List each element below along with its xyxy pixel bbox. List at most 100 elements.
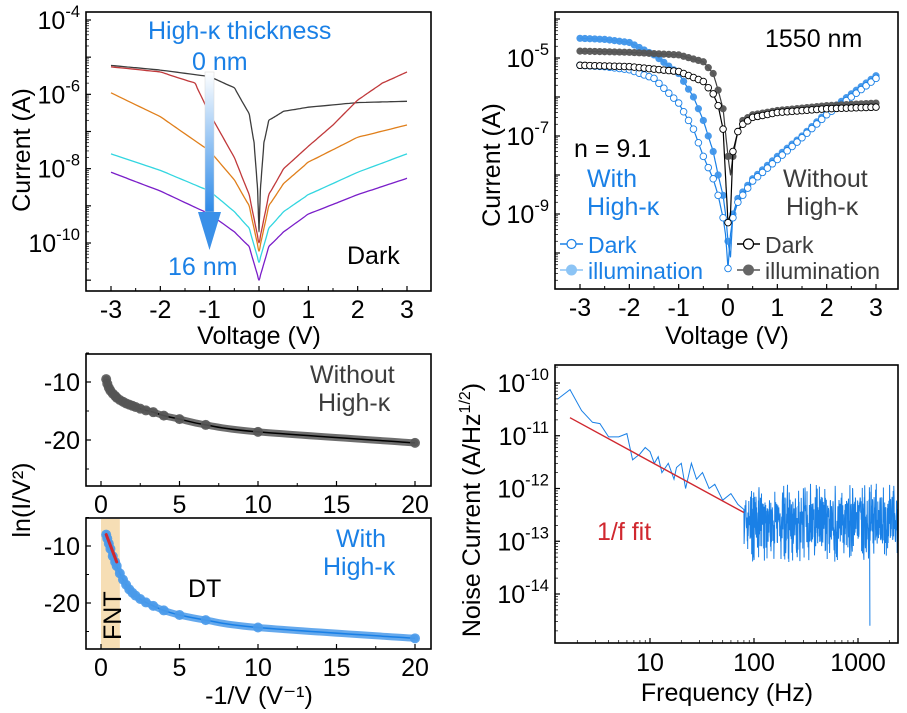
data-point	[808, 124, 816, 133]
with-label-1: With	[336, 525, 386, 553]
ideality-label: n = 9.1	[574, 135, 651, 163]
data-point	[709, 147, 717, 156]
data-point	[724, 152, 732, 160]
data-point	[253, 622, 263, 633]
data-point	[148, 407, 159, 418]
panel-e-noise: 10 100 1000 10-10 10-11 10-12 10-13 10-14 1/f f…	[457, 364, 899, 707]
thickness-start-label: 0 nm	[192, 48, 248, 76]
data-point	[704, 132, 712, 140]
legend-filled-circle-icon	[566, 264, 577, 276]
data-point	[773, 155, 782, 164]
panel-b-xlabel: Voltage (V)	[665, 322, 789, 350]
y-tick-label: -10	[44, 369, 80, 397]
fnt-region-band	[101, 519, 120, 648]
panel-e-ylabel-main: Noise Current (A/Hz	[458, 413, 486, 637]
data-point	[753, 172, 762, 181]
data-point	[872, 103, 880, 111]
legend-with-illumination: illumination	[588, 258, 703, 284]
legend-filled-circle-icon	[743, 264, 754, 276]
data-point	[410, 437, 420, 448]
data-point	[788, 142, 796, 151]
thickness-arrow-icon	[198, 71, 221, 250]
data-point	[748, 177, 757, 185]
data-point	[200, 419, 211, 430]
data-point	[694, 105, 703, 113]
data-point	[857, 85, 865, 94]
panel-e-xlabel: Frequency (Hz)	[641, 679, 813, 707]
data-point	[650, 74, 658, 83]
data-point	[798, 134, 806, 142]
data-point	[778, 151, 787, 159]
x-tick-label: 0	[94, 654, 108, 682]
y-tick-label: 10-4	[38, 3, 80, 35]
panel-b-ticks: -3 -2 -1 0 1 2 3 10-5 10-7 10-9	[507, 18, 883, 322]
y-tick-label: 10-12	[497, 472, 549, 504]
noise-spectrum	[557, 388, 898, 626]
condition-label: Dark	[347, 242, 400, 270]
x-tick-label: 0	[252, 296, 266, 324]
data-point	[200, 615, 211, 626]
fn-fit-line	[104, 533, 119, 564]
data-point	[714, 101, 722, 110]
panel-c-series	[101, 374, 420, 448]
data-point	[847, 93, 856, 101]
panel-c-fn-without: 0 5 10 15 20 -10 -20 Without High-κ	[44, 352, 432, 519]
y-tick-label: 10-7	[507, 119, 549, 151]
data-point	[699, 116, 707, 125]
y-tick-label: -20	[44, 427, 80, 455]
x-tick-label: 15	[323, 491, 351, 519]
panel-e-series	[557, 388, 898, 626]
data-point	[813, 120, 821, 128]
with-highk-label-2: High-κ	[587, 193, 660, 221]
x-tick-label: 20	[401, 491, 429, 519]
data-point	[867, 78, 875, 86]
data-point	[739, 191, 747, 199]
panel-d-fn-with: 0 5 10 15 20 -10 -20 With High-κ DT FNT -1/V (…	[44, 517, 432, 710]
panel-d-ticks: 0 5 10 15 20 -10 -20	[44, 517, 429, 682]
dt-region-label: DT	[188, 575, 221, 603]
wavelength-label: 1550 nm	[765, 25, 862, 53]
data-point	[714, 191, 722, 200]
data-point	[719, 125, 727, 133]
x-tick-label: 5	[173, 654, 187, 682]
panel-a-xlabel: Voltage (V)	[197, 322, 321, 350]
panel-b-iv-1550nm: -3 -2 -1 0 1 2 3 10-5 10-7 10-9 1550 nm n = 9.1 W…	[478, 11, 899, 350]
x-tick-label: -1	[199, 296, 221, 324]
data-point	[679, 107, 688, 116]
data-point	[660, 58, 668, 66]
data-point	[719, 214, 727, 222]
data-point	[783, 147, 791, 155]
data-point	[758, 168, 767, 177]
x-tick-label: 10	[636, 649, 664, 677]
data-point	[674, 99, 683, 107]
data-point	[699, 58, 707, 66]
data-point	[724, 218, 732, 227]
panel-a-series	[110, 64, 408, 281]
fnt-region-label: FNT	[99, 591, 127, 640]
data-point	[680, 77, 688, 85]
panel-d-xlabel: -1/V (V⁻¹)	[205, 682, 313, 710]
panel-b-legend: Dark illumination Dark illumination	[560, 232, 880, 284]
x-tick-label: 3	[869, 294, 883, 322]
panel-d-series	[101, 529, 420, 644]
panel-e-ticks: 10 100 1000 10-10 10-11 10-12 10-13 10-14	[497, 366, 890, 677]
data-point	[704, 163, 713, 172]
without-highk-label-2: High-κ	[786, 193, 859, 221]
data-point	[158, 410, 169, 421]
data-point	[704, 64, 712, 72]
y-tick-label: 10-13	[497, 524, 549, 556]
panel-a-iv-thickness: -3 -2 -1 0 1 2 3 10-4 10-6 10-8 10-10 High-κ thick…	[8, 3, 432, 350]
data-point	[655, 79, 663, 88]
data-point	[734, 127, 742, 136]
y-tick-label: -10	[44, 533, 80, 561]
panel-b-ylabel: Current (A)	[478, 103, 506, 227]
data-point	[699, 152, 708, 161]
thickness-heading: High-κ thickness	[148, 17, 331, 45]
legend-without-dark: Dark	[765, 232, 814, 258]
iv-curve-12nm	[110, 153, 408, 264]
data-point	[803, 129, 811, 137]
x-tick-label: -3	[100, 296, 122, 324]
x-tick-label: 20	[401, 654, 429, 682]
y-tick-label: 10-10	[28, 226, 80, 258]
data-point	[862, 82, 870, 90]
